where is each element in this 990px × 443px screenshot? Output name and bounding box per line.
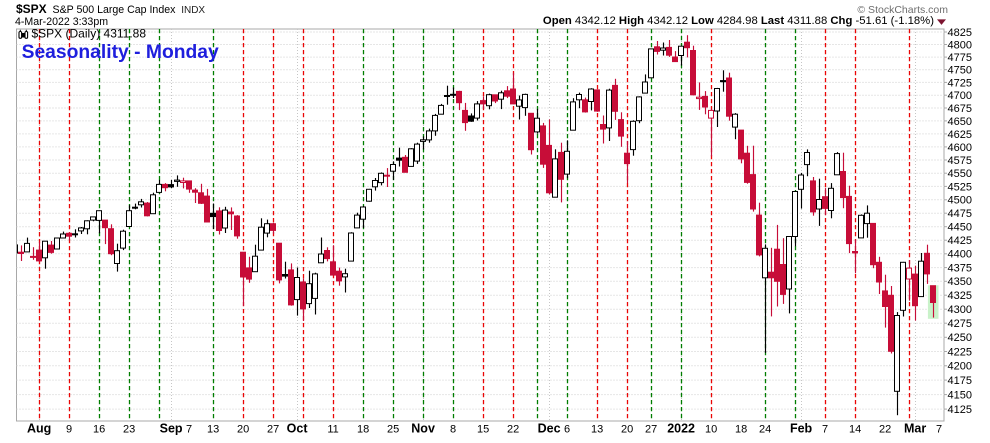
svg-text:4475: 4475: [948, 208, 972, 220]
svg-text:6: 6: [564, 424, 570, 436]
svg-text:Seasonality - Monday: Seasonality - Monday: [22, 42, 219, 63]
svg-text:$SPX: $SPX: [16, 2, 47, 16]
svg-text:4525: 4525: [948, 181, 972, 193]
svg-text:4775: 4775: [948, 52, 972, 64]
svg-text:4650: 4650: [948, 116, 972, 128]
svg-text:INDX: INDX: [181, 5, 205, 16]
svg-text:4-Mar-2022 3:33pm: 4-Mar-2022 3:33pm: [15, 16, 108, 28]
svg-text:Mar: Mar: [904, 422, 926, 436]
svg-text:Nov: Nov: [411, 422, 435, 436]
svg-text:4175: 4175: [948, 375, 972, 387]
svg-text:4675: 4675: [948, 103, 972, 115]
svg-text:22: 22: [879, 424, 891, 436]
svg-text:24: 24: [759, 424, 771, 436]
svg-text:20: 20: [237, 424, 249, 436]
svg-text:7: 7: [936, 424, 942, 436]
svg-text:15: 15: [477, 424, 489, 436]
svg-text:4375: 4375: [948, 263, 972, 275]
svg-text:8: 8: [450, 424, 456, 436]
svg-text:11: 11: [327, 424, 338, 436]
svg-text:4150: 4150: [948, 390, 972, 402]
svg-text:7: 7: [186, 424, 192, 436]
svg-text:4600: 4600: [948, 142, 972, 154]
svg-text:© StockCharts.com: © StockCharts.com: [857, 4, 948, 16]
svg-text:Open 4342.12 High 4342.12 Low: Open 4342.12 High 4342.12 Low 4284.98 La…: [543, 15, 934, 27]
svg-text:4400: 4400: [948, 249, 972, 261]
svg-text:4225: 4225: [948, 346, 972, 358]
svg-text:Sep: Sep: [160, 422, 183, 436]
svg-text:18: 18: [357, 424, 369, 436]
svg-text:13: 13: [591, 424, 603, 436]
svg-text:Feb: Feb: [790, 422, 813, 436]
svg-text:4250: 4250: [948, 332, 972, 344]
svg-text:10: 10: [705, 424, 717, 436]
svg-text:4350: 4350: [948, 276, 972, 288]
svg-text:9: 9: [66, 424, 72, 436]
svg-text:25: 25: [387, 424, 399, 436]
svg-text:S&P 500 Large Cap Index: S&P 500 Large Cap Index: [53, 4, 177, 16]
svg-text:18: 18: [735, 424, 747, 436]
svg-text:4550: 4550: [948, 168, 972, 180]
svg-text:27: 27: [645, 424, 657, 436]
svg-text:13: 13: [207, 424, 219, 436]
svg-text:4200: 4200: [948, 361, 972, 373]
svg-text:Dec: Dec: [538, 422, 561, 436]
svg-text:27: 27: [267, 424, 279, 436]
svg-text:14: 14: [849, 424, 861, 436]
svg-text:4825: 4825: [948, 27, 972, 39]
svg-text:4425: 4425: [948, 235, 972, 247]
svg-text:$SPX (Daily) 4311.88: $SPX (Daily) 4311.88: [32, 27, 147, 41]
svg-text:4450: 4450: [948, 222, 972, 234]
svg-text:4800: 4800: [948, 39, 972, 51]
svg-text:22: 22: [507, 424, 519, 436]
svg-text:4275: 4275: [948, 318, 972, 330]
svg-text:4325: 4325: [948, 290, 972, 302]
svg-text:4700: 4700: [948, 90, 972, 102]
svg-text:4125: 4125: [948, 404, 972, 416]
svg-text:4300: 4300: [948, 304, 972, 316]
svg-text:4500: 4500: [948, 195, 972, 207]
svg-text:Oct: Oct: [287, 422, 309, 436]
svg-text:7: 7: [822, 424, 828, 436]
svg-text:4750: 4750: [948, 65, 972, 77]
svg-text:20: 20: [621, 424, 633, 436]
svg-text:23: 23: [123, 424, 135, 436]
svg-text:4725: 4725: [948, 77, 972, 89]
svg-text:2022: 2022: [667, 422, 695, 436]
svg-text:4575: 4575: [948, 155, 972, 167]
svg-text:4625: 4625: [948, 129, 972, 141]
svg-text:16: 16: [93, 424, 105, 436]
svg-text:Aug: Aug: [27, 422, 51, 436]
